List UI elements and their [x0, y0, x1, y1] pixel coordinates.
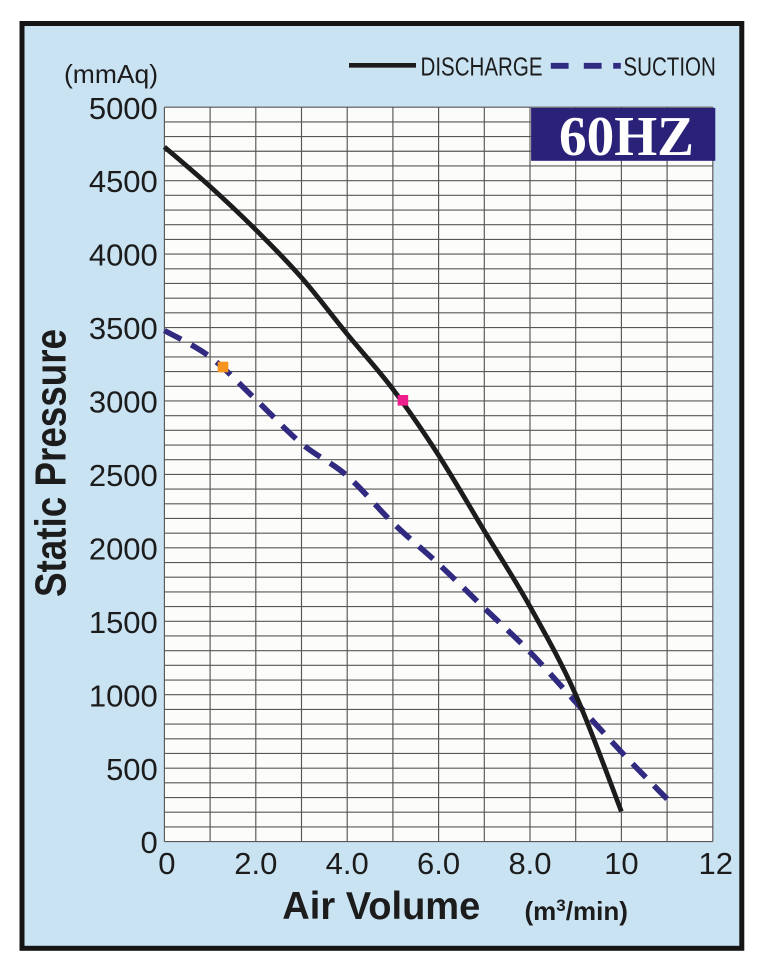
svg-text:Air Volume: Air Volume [282, 885, 480, 928]
svg-text:(mmAq): (mmAq) [64, 59, 158, 89]
svg-text:DISCHARGE: DISCHARGE [421, 51, 543, 81]
svg-text:3000: 3000 [89, 385, 158, 420]
svg-text:2500: 2500 [89, 458, 158, 493]
svg-text:10: 10 [604, 846, 638, 881]
svg-text:1500: 1500 [89, 605, 158, 640]
svg-text:2000: 2000 [89, 531, 158, 566]
svg-text:500: 500 [106, 752, 158, 787]
svg-text:1000: 1000 [89, 678, 158, 713]
svg-text:SUCTION: SUCTION [623, 51, 716, 81]
svg-text:12: 12 [699, 846, 733, 881]
svg-text:3500: 3500 [89, 311, 158, 346]
svg-text:Static Pressure: Static Pressure [27, 329, 76, 597]
svg-text:6.0: 6.0 [417, 846, 460, 881]
svg-text:4.0: 4.0 [326, 846, 369, 881]
svg-text:4000: 4000 [89, 238, 158, 273]
svg-text:2.0: 2.0 [234, 846, 277, 881]
svg-text:0: 0 [158, 846, 175, 881]
svg-text:4500: 4500 [89, 164, 158, 199]
svg-text:60HZ: 60HZ [559, 106, 694, 168]
svg-text:8.0: 8.0 [508, 846, 551, 881]
svg-text:5000: 5000 [89, 91, 158, 126]
svg-text:(m3/min): (m3/min) [525, 896, 628, 926]
svg-text:0: 0 [141, 825, 158, 860]
